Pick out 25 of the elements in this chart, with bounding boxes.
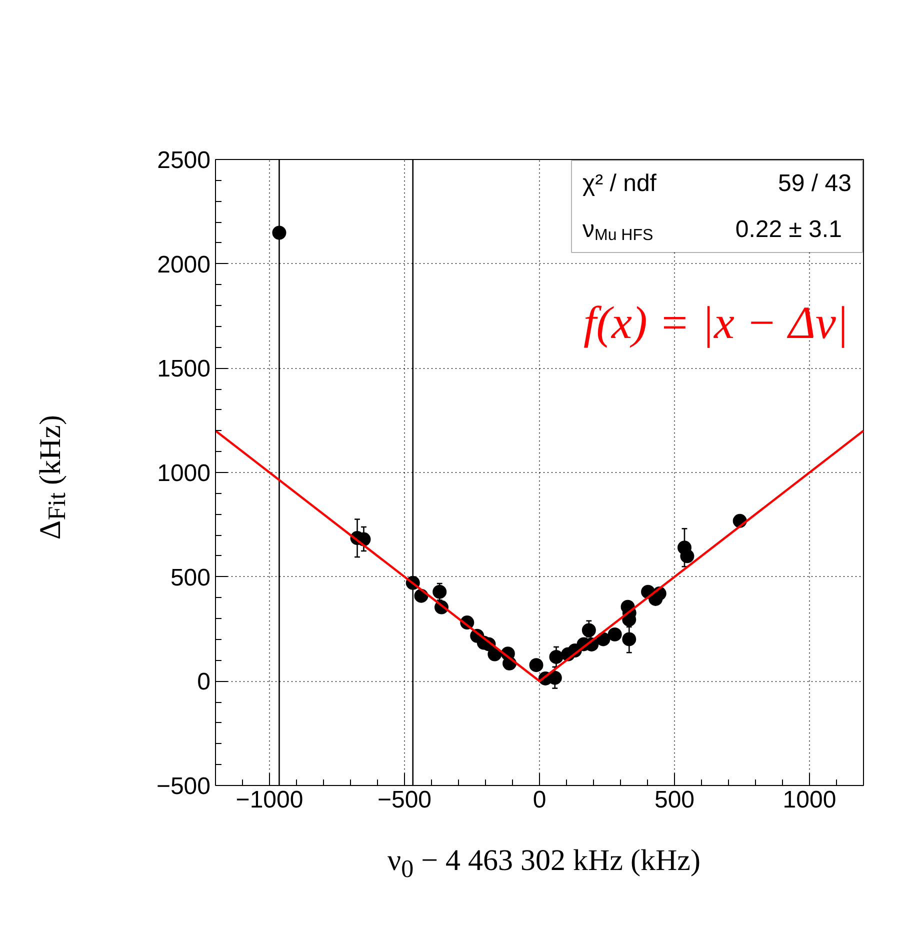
point: [622, 632, 636, 646]
series-label: f(x) = |x − Δν|: [583, 297, 849, 348]
x-tick-label: 0: [532, 786, 546, 814]
point: [680, 549, 694, 564]
point: [549, 650, 564, 664]
point: [529, 658, 544, 672]
y-tick-label: 2500: [157, 147, 210, 174]
y-tick-label: 1000: [157, 460, 210, 487]
y-tick-label: 0: [197, 668, 211, 696]
annotation: 0.22 ± 3.1: [735, 216, 842, 243]
point: [488, 647, 502, 662]
y-tick-label: 2000: [157, 251, 210, 278]
x-tick-label: 1000: [782, 786, 836, 814]
x-tick-label: −1000: [236, 786, 304, 814]
annotation: χ² / ndf: [582, 170, 657, 197]
point: [582, 623, 596, 638]
x-tick-label: 500: [654, 786, 695, 814]
x-axis-title: ν$_{0}$ − 4 463 302 kHz (kHz): [386, 843, 702, 885]
x-tick-label: −500: [377, 786, 432, 814]
y-tick-label: 1500: [157, 356, 210, 383]
point: [608, 627, 622, 642]
annotation: 59 / 43: [778, 170, 852, 197]
point: [272, 226, 286, 240]
y-tick-label: 500: [170, 564, 211, 592]
point: [432, 584, 447, 599]
